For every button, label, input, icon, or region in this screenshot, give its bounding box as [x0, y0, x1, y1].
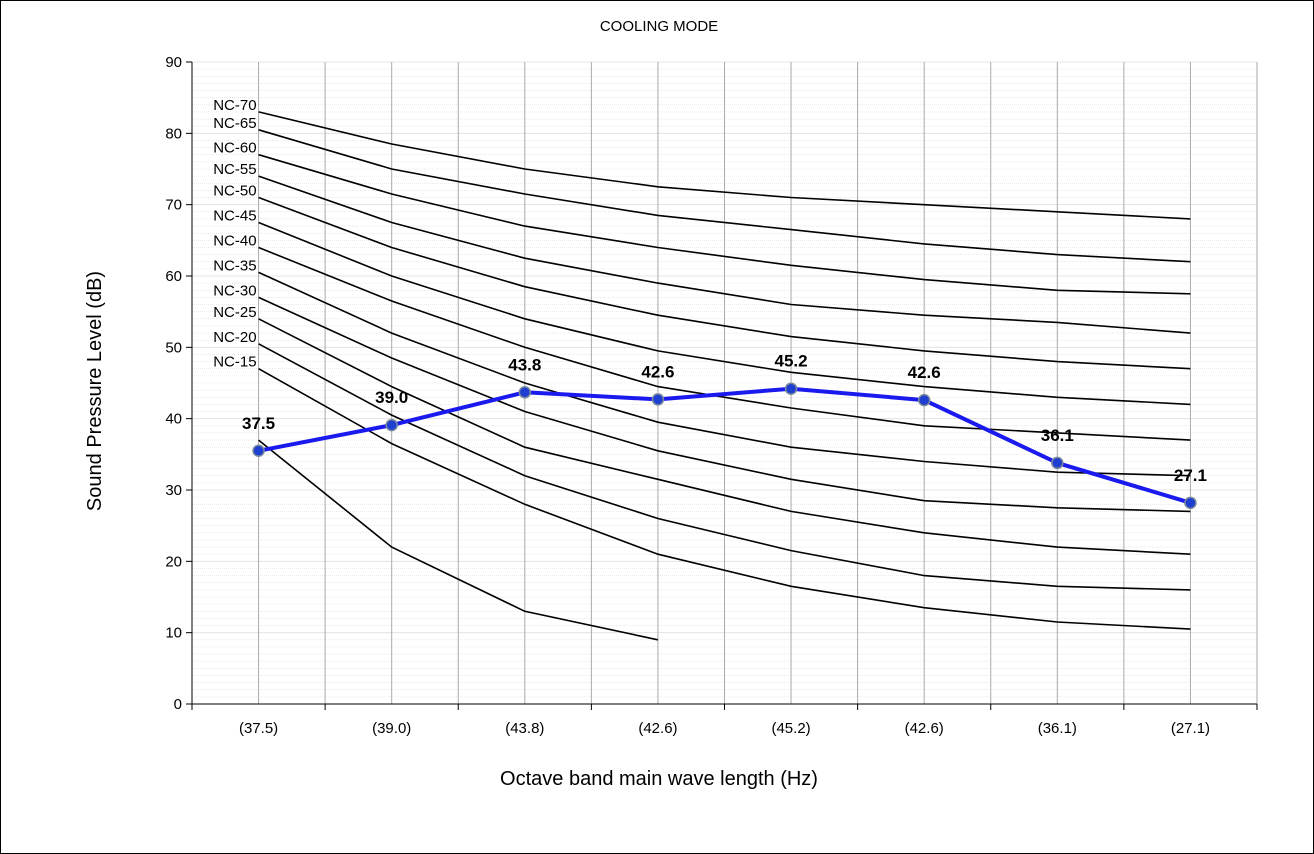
- nc-curve-line: [258, 318, 1191, 555]
- measured-point: [1184, 496, 1197, 510]
- data-label: 42.6: [908, 363, 941, 382]
- measured-point: [385, 418, 398, 432]
- data-label: 39.0: [375, 388, 408, 407]
- nc-curve-line: [258, 153, 1191, 295]
- nc-curve-line: [258, 196, 1191, 370]
- data-label: 37.5: [242, 414, 275, 433]
- x-axis-label: Octave band main wave length (Hz): [500, 768, 818, 790]
- nc-curve-line: [258, 111, 1191, 220]
- x-tick-label: (37.5): [239, 720, 278, 737]
- nc-curve-label: NC-25: [213, 304, 256, 321]
- data-label: 45.2: [775, 352, 808, 371]
- y-tick-label: 80: [165, 125, 182, 142]
- nc-curve-line: [258, 296, 1191, 513]
- nc-curve-label: NC-55: [213, 161, 256, 178]
- y-tick-label: 20: [165, 553, 182, 570]
- y-tick-label: 60: [165, 268, 182, 285]
- nc-curve-label: NC-30: [213, 282, 256, 299]
- measured-point: [784, 382, 798, 395]
- nc-curve-label: NC-35: [213, 257, 256, 274]
- nc-curve-line: [258, 129, 1191, 263]
- chart-title: COOLING MODE: [600, 18, 718, 35]
- x-tick-label: (42.6): [638, 720, 677, 737]
- nc-curve-label: NC-70: [213, 97, 256, 114]
- nc-curve-label: NC-50: [213, 183, 256, 200]
- grid-layer: [191, 61, 1258, 705]
- nc-curve-label: NC-60: [213, 140, 256, 157]
- nc-curve-label: NC-20: [213, 329, 256, 346]
- measured-point: [1051, 456, 1064, 470]
- x-tick-label: (27.1): [1171, 720, 1210, 737]
- y-tick-label: 10: [165, 625, 182, 642]
- nc-curve-line: [258, 175, 1191, 334]
- nc-curve-line: [258, 246, 1191, 441]
- nc-curve-label: NC-40: [213, 232, 256, 249]
- y-tick-label: 50: [165, 339, 182, 356]
- x-tick-label: (43.8): [505, 720, 544, 737]
- x-tick-label: (36.1): [1038, 720, 1077, 737]
- nc-curve-line: [258, 439, 659, 641]
- measured-point: [917, 393, 931, 407]
- data-label: 36.1: [1041, 426, 1074, 445]
- data-label: 27.1: [1174, 466, 1207, 485]
- y-tick-label: 30: [165, 482, 182, 499]
- nc-curve-label: NC-15: [213, 354, 256, 371]
- y-axis-label: Sound Pressure Level (dB): [84, 271, 106, 511]
- nc-curve-line: [258, 271, 1191, 477]
- measured-series: 37.5 39.0 43.8 42.6 45.2 42.6 36.1 27.1: [242, 352, 1207, 510]
- measured-line: [258, 386, 1191, 505]
- measured-point: [252, 444, 265, 458]
- y-tick-label: 40: [165, 411, 182, 428]
- x-tick-label: (42.6): [905, 720, 944, 737]
- data-label: 42.6: [641, 362, 674, 381]
- measured-point: [518, 386, 532, 399]
- measured-point: [651, 393, 665, 406]
- data-label: 43.8: [508, 355, 541, 374]
- y-tick-label: 0: [174, 696, 182, 713]
- nc-curve-label: NC-45: [213, 208, 256, 225]
- nc-curve-line: [258, 343, 1191, 591]
- y-tick-label: 90: [165, 54, 182, 71]
- nc-curve-line: [258, 368, 1191, 630]
- x-tick-label: (45.2): [771, 720, 810, 737]
- y-tick-label: 70: [165, 197, 182, 214]
- nc-curve-line: [258, 221, 1191, 406]
- axis-ticks: 0 10 20 30 40 50 60 70 80 90 (37.5) (39.0) (43.8) (42…: [165, 54, 1258, 737]
- nc-curve-label: NC-65: [213, 115, 256, 132]
- x-tick-label: (39.0): [372, 720, 411, 737]
